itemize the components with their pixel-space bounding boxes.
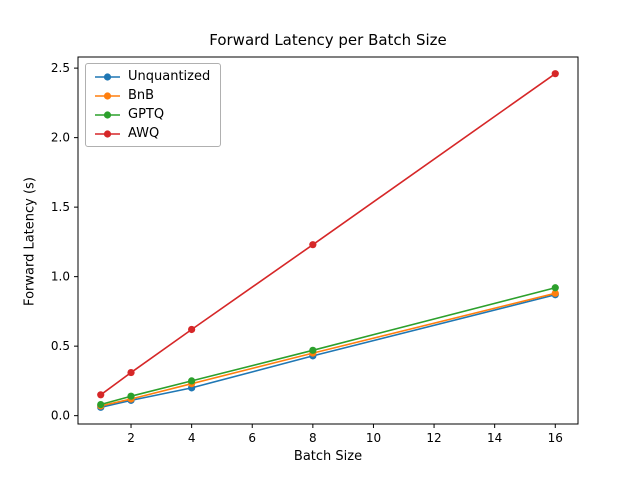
legend-entry-unquantized: Unquantized	[94, 70, 210, 83]
x-tick-label: 4	[188, 431, 196, 445]
x-tick-label: 12	[426, 431, 441, 445]
data-point-gptq	[551, 284, 559, 292]
legend-entry-bnb: BnB	[94, 89, 210, 102]
x-tick-label: 6	[248, 431, 256, 445]
legend-label: BnB	[128, 88, 155, 103]
legend-marker-icon	[95, 129, 120, 138]
data-point-awq	[309, 241, 317, 249]
y-tick-label: 1.0	[51, 270, 70, 284]
y-tick-label: 1.5	[51, 200, 70, 214]
data-point-gptq	[188, 377, 196, 385]
data-point-awq	[188, 325, 196, 334]
data-point-bnb	[551, 289, 559, 297]
y-tick-label: 0.5	[51, 339, 70, 353]
x-tick-label: 8	[309, 431, 317, 445]
legend-entry-awq: AWQ	[94, 127, 210, 140]
legend-label: GPTQ	[128, 107, 165, 122]
y-tick-label: 2.0	[51, 131, 70, 145]
data-point-gptq	[309, 346, 317, 354]
chart-title: Forward Latency per Batch Size	[209, 31, 447, 49]
x-tick-label: 16	[548, 431, 563, 445]
x-axis-label: Batch Size	[293, 449, 363, 464]
data-point-awq	[551, 70, 559, 78]
data-point-gptq	[127, 392, 135, 400]
legend-marker-icon	[95, 110, 120, 119]
x-tick-label: 10	[366, 431, 381, 445]
axes-frame	[77, 56, 579, 425]
y-tick-label: 2.5	[51, 61, 70, 75]
legend-marker-icon	[95, 72, 120, 81]
x-tick-label: 14	[487, 431, 502, 445]
data-point-gptq	[97, 400, 105, 409]
series-line-bnb	[100, 292, 556, 407]
y-tick-label: 0.0	[51, 409, 70, 423]
legend-entry-gptq: GPTQ	[94, 108, 210, 121]
legend-marker-icon	[95, 91, 120, 100]
legend-label: Unquantized	[128, 69, 211, 84]
series-line-unquantized	[100, 293, 556, 409]
legend: Unquantized BnB GPTQ AWQ	[85, 63, 222, 147]
x-tick-label: 2	[127, 431, 135, 445]
y-axis-label: Forward Latency (s)	[22, 177, 38, 306]
data-point-awq	[97, 391, 105, 399]
legend-label: AWQ	[128, 126, 160, 141]
data-point-awq	[127, 368, 135, 377]
